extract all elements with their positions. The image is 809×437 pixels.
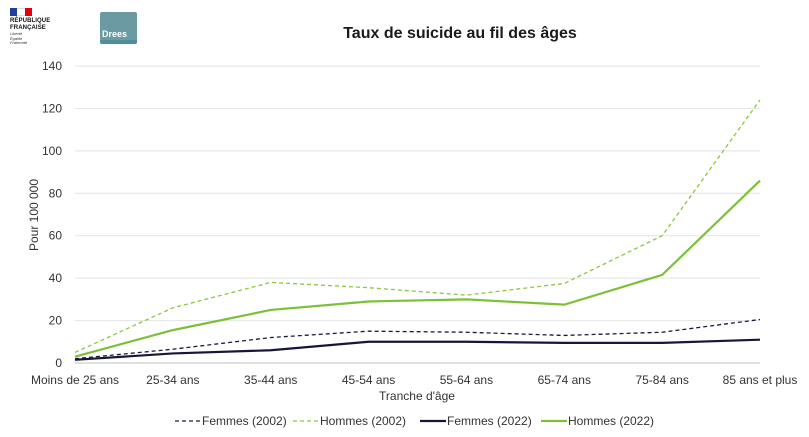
legend-label: Femmes (2002) <box>202 414 287 428</box>
x-axis-label: Tranche d'âge <box>379 389 455 403</box>
y-tick-label: 120 <box>42 101 62 115</box>
x-tick-label: 75-84 ans <box>635 373 688 387</box>
series-line-4 <box>74 179 761 358</box>
legend-label: Hommes (2002) <box>320 414 406 428</box>
x-tick-label: 55-64 ans <box>440 373 493 387</box>
republique-line-1: RÉPUBLIQUE <box>10 18 51 24</box>
chart-title: Taux de suicide au fil des âges <box>343 25 577 42</box>
motto-2: Égalité <box>10 35 23 41</box>
x-tick-label: Moins de 25 ans <box>31 373 119 387</box>
legend-label: Hommes (2022) <box>568 414 654 428</box>
y-tick-label: 80 <box>49 186 63 200</box>
series-line-3 <box>74 338 761 361</box>
legend-label: Femmes (2022) <box>447 414 532 428</box>
y-axis-label: Pour 100 000 <box>27 179 41 251</box>
x-tick-label: 65-74 ans <box>538 373 591 387</box>
y-tick-label: 0 <box>55 356 62 370</box>
y-tick-label: 60 <box>49 229 63 243</box>
y-tick-label: 140 <box>42 59 62 73</box>
series-line-1 <box>74 318 761 360</box>
motto-1: Liberté <box>10 31 23 36</box>
republique-francaise-logo: RÉPUBLIQUE FRANÇAISE Liberté Égalité Fra… <box>10 8 70 48</box>
drees-logo: Drees <box>100 12 137 44</box>
y-tick-label: 100 <box>42 144 62 158</box>
x-tick-label: 25-34 ans <box>146 373 199 387</box>
y-tick-label: 40 <box>49 271 63 285</box>
y-tick-label: 20 <box>49 314 63 328</box>
series-line-2 <box>74 99 761 353</box>
motto-3: Fraternité <box>10 40 28 45</box>
x-tick-label: 85 ans et plus <box>723 373 798 387</box>
french-flag-icon <box>10 8 32 16</box>
x-tick-label: 45-54 ans <box>342 373 395 387</box>
republique-line-2: FRANÇAISE <box>10 24 46 31</box>
x-tick-label: 35-44 ans <box>244 373 297 387</box>
drees-logo-text: Drees <box>102 29 128 39</box>
